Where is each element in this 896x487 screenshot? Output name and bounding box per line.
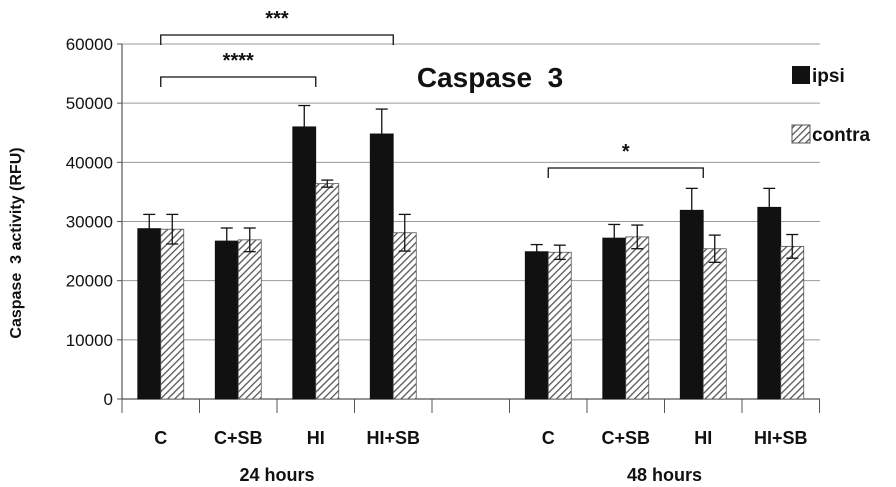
bar-contra: [237, 239, 262, 400]
error-bar: [786, 233, 799, 259]
bar-contra: [547, 251, 572, 400]
group-label: 24 hours: [239, 465, 314, 485]
error-bar: [708, 234, 721, 263]
bar-contra: [702, 248, 727, 400]
error-bar: [608, 223, 621, 253]
category-label: HI: [307, 428, 325, 448]
group-label: 48 hours: [627, 465, 702, 485]
y-tick-label: 40000: [66, 153, 113, 172]
y-tick-label: 60000: [66, 35, 113, 54]
error-bar: [685, 187, 698, 233]
bar-ipsi: [137, 228, 162, 400]
legend-swatch-ipsi: [792, 66, 810, 84]
bar-ipsi: [369, 133, 394, 400]
error-bar: [321, 179, 334, 188]
significance-brackets: ********: [160, 8, 704, 178]
bar-ipsi: [602, 237, 627, 400]
bar-contra: [392, 232, 417, 400]
bar-ipsi: [292, 126, 317, 400]
category-label: C: [542, 428, 555, 448]
category-label: HI+SB: [754, 428, 808, 448]
error-bar: [631, 224, 644, 250]
bar-ipsi: [214, 240, 239, 400]
error-bar: [763, 187, 776, 227]
category-label: C+SB: [601, 428, 650, 448]
error-bar: [298, 104, 311, 149]
error-bar: [398, 213, 411, 252]
chart-title: Caspase 3: [417, 62, 563, 93]
y-tick-label: 10000: [66, 331, 113, 350]
y-tick-label: 30000: [66, 213, 113, 232]
legend-swatch-contra: [791, 124, 811, 144]
bar-ipsi: [757, 206, 782, 400]
category-label: C+SB: [214, 428, 263, 448]
category-label: C: [154, 428, 167, 448]
bar-contra: [625, 236, 650, 400]
labels: 0 10000 20000 30000 40000 50000 60000 C C+SB HI HI…: [66, 35, 808, 485]
y-tick-label: 50000: [66, 94, 113, 113]
bar-contra: [780, 245, 805, 400]
bar-contra: [160, 228, 185, 400]
category-label: HI: [694, 428, 712, 448]
error-bar: [553, 244, 566, 261]
error-bar: [220, 227, 233, 255]
y-tick-label: 0: [104, 390, 113, 409]
legend-label-contra: contra: [812, 125, 871, 146]
legend: ipsi contra: [791, 66, 871, 146]
error-bar: [243, 227, 256, 253]
error-bar: [530, 243, 543, 260]
bars: [137, 104, 805, 400]
significance-label: *: [622, 141, 630, 163]
legend-label-ipsi: ipsi: [812, 66, 845, 87]
bar-ipsi: [524, 251, 549, 400]
significance-label: ****: [223, 50, 254, 72]
significance-bracket: [160, 76, 317, 87]
bar-contra: [315, 183, 340, 400]
category-label: HI+SB: [366, 428, 420, 448]
y-tick-label: 20000: [66, 272, 113, 291]
error-bar: [143, 213, 156, 244]
significance-bracket: [547, 167, 704, 178]
significance-label: ***: [265, 8, 289, 30]
bar-ipsi: [679, 209, 704, 400]
y-axis-title: Caspase 3 activity (RFU): [8, 147, 25, 338]
significance-bracket: [160, 34, 394, 45]
error-bar: [375, 108, 388, 160]
error-bar: [166, 213, 179, 245]
